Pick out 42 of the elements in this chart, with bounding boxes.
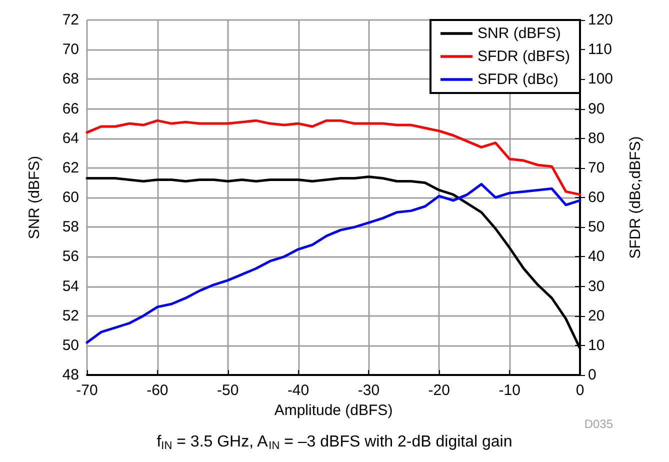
legend-label: SFDR (dBc) [477, 71, 558, 88]
y-tick-label: 60 [62, 189, 79, 206]
y-tick-label: 50 [62, 336, 79, 354]
x-tick-label: 0 [576, 382, 584, 399]
y-tick-label: 58 [62, 218, 79, 236]
x-tick-label: -10 [498, 382, 520, 399]
y-tick-label: 54 [62, 278, 79, 295]
y-tick-label: 48 [62, 366, 79, 384]
y2-tick-label: 120 [588, 12, 614, 28]
y2-tick-label: 90 [588, 100, 605, 118]
y-tick-label: 52 [62, 307, 79, 324]
y2-tick-label: 50 [588, 218, 605, 236]
y2-axis-title: SFDR (dBc,dBFS) [627, 136, 644, 259]
x-tick-label: -40 [287, 382, 310, 399]
y-tick-label: 62 [62, 159, 79, 176]
y2-tick-label: 40 [588, 248, 605, 266]
y2-tick-label: 0 [588, 366, 596, 384]
y2-tick-label: 80 [588, 130, 605, 147]
x-tick-label: -50 [217, 382, 239, 399]
y-tick-label: 56 [62, 248, 79, 266]
x-tick-label: -60 [146, 382, 168, 399]
text: D035 [584, 417, 614, 431]
x-tick-label: -20 [428, 382, 450, 399]
y2-tick-label: 100 [588, 70, 614, 88]
y-tick-label: 72 [62, 12, 79, 28]
y-axis-title: SNR (dBFS) [26, 156, 43, 240]
y2-tick-label: 70 [588, 159, 605, 176]
x-axis-title: Amplitude (dBFS) [274, 402, 393, 419]
y-tick-label: 64 [62, 130, 79, 147]
y-tick-label: 68 [62, 70, 79, 88]
legend-label: SNR (dBFS) [477, 25, 561, 42]
line-series [86, 119, 582, 196]
y2-tick-label: 30 [588, 278, 605, 295]
y2-tick-label: 20 [588, 307, 605, 324]
x-tick-label: -30 [358, 382, 380, 399]
y-tick-label: 70 [62, 41, 79, 58]
y2-tick-label: 110 [588, 41, 612, 58]
y-tick-label: 66 [62, 100, 79, 118]
x-tick-label: -70 [76, 382, 98, 399]
y2-tick-label: 60 [588, 189, 605, 206]
legend-label: SFDR (dBFS) [477, 48, 570, 65]
y2-tick-label: 10 [588, 336, 605, 354]
